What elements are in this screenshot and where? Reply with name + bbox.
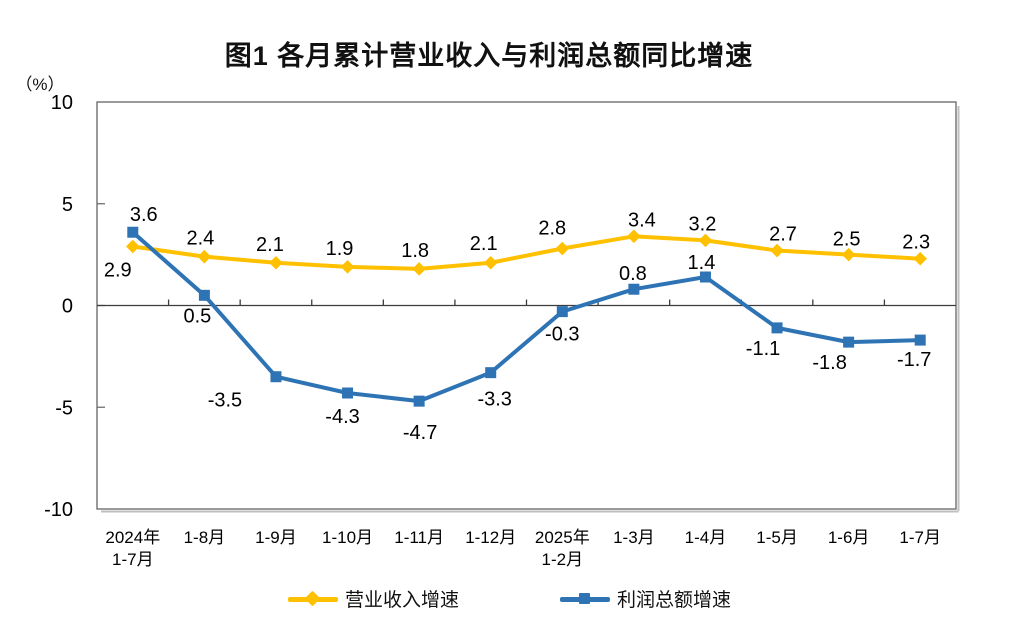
series-line-0 bbox=[130, 234, 923, 271]
data-label: 2.9 bbox=[104, 259, 132, 281]
data-label: 1.9 bbox=[326, 238, 354, 260]
data-point-marker bbox=[269, 255, 283, 270]
data-label: -1.1 bbox=[746, 338, 780, 360]
data-label: 0.8 bbox=[619, 263, 647, 285]
data-point-marker bbox=[843, 336, 855, 348]
data-label: 1.8 bbox=[401, 240, 429, 262]
chart-title: 图1 各月累计营业收入与利润总额同比增速 bbox=[224, 41, 754, 71]
data-label: -3.3 bbox=[477, 389, 511, 411]
data-label: 3.2 bbox=[689, 213, 717, 235]
data-label: -1.7 bbox=[897, 349, 931, 371]
data-point-marker bbox=[198, 289, 210, 301]
data-point-marker bbox=[628, 283, 640, 295]
data-point-marker bbox=[126, 239, 140, 254]
data-label: 3.4 bbox=[628, 209, 656, 231]
x-tick-label: 1-7月 bbox=[899, 528, 941, 547]
data-point-marker bbox=[342, 387, 354, 399]
data-point-marker bbox=[555, 241, 570, 256]
data-label: 2.1 bbox=[470, 233, 498, 255]
y-axis-unit-label: （%） bbox=[15, 75, 65, 94]
y-tick-label: -5 bbox=[55, 397, 73, 419]
data-point-marker bbox=[770, 243, 784, 258]
data-point-marker bbox=[771, 322, 783, 334]
data-point-marker bbox=[270, 371, 282, 383]
data-point-marker bbox=[413, 395, 425, 407]
data-point-marker bbox=[841, 247, 856, 262]
data-point-marker bbox=[627, 229, 641, 244]
data-point-marker bbox=[914, 334, 926, 346]
data-label: -0.3 bbox=[545, 324, 579, 346]
y-tick-label: 5 bbox=[62, 194, 73, 216]
x-tick-label: 1-9月 bbox=[255, 528, 297, 547]
data-point-marker bbox=[698, 233, 713, 248]
data-label: 1.4 bbox=[688, 252, 716, 274]
series-line-1 bbox=[130, 230, 923, 404]
data-label: 2.4 bbox=[186, 228, 214, 250]
x-tick-label: 1-6月 bbox=[828, 528, 870, 547]
x-tick-label: 1-8月 bbox=[184, 528, 226, 547]
x-tick-label: 1-12月 bbox=[465, 528, 516, 547]
data-label: 2.8 bbox=[538, 218, 566, 240]
data-point-marker bbox=[556, 306, 568, 318]
data-point-marker bbox=[412, 262, 426, 276]
x-tick-label: 2024年 1-7月 bbox=[105, 528, 160, 569]
x-tick-label: 1-5月 bbox=[756, 528, 798, 547]
data-point-marker bbox=[197, 249, 212, 264]
x-tick-label: 1-3月 bbox=[613, 528, 655, 547]
data-label: -3.5 bbox=[208, 390, 242, 412]
data-point-marker bbox=[485, 367, 497, 379]
x-tick-label: 2025年 1-2月 bbox=[535, 528, 590, 569]
data-label: -1.8 bbox=[812, 352, 846, 374]
data-point-marker bbox=[699, 271, 711, 283]
data-label: 2.5 bbox=[833, 229, 861, 251]
data-point-marker bbox=[483, 255, 498, 270]
data-point-marker bbox=[127, 226, 139, 238]
data-point-marker bbox=[340, 260, 355, 274]
data-label: -4.3 bbox=[325, 406, 359, 428]
data-label: 2.1 bbox=[256, 234, 284, 256]
data-label: 0.5 bbox=[183, 305, 211, 327]
y-tick-label: 0 bbox=[62, 296, 73, 318]
y-tick-label: -10 bbox=[44, 499, 73, 521]
x-tick-label: 1-10月 bbox=[322, 528, 373, 547]
data-label: 2.7 bbox=[769, 224, 797, 246]
y-tick-label: 10 bbox=[51, 92, 73, 114]
x-tick-label: 1-11月 bbox=[394, 528, 444, 547]
data-label: 2.3 bbox=[902, 232, 930, 254]
data-label: 3.6 bbox=[130, 204, 158, 226]
data-label: -4.7 bbox=[403, 422, 437, 444]
x-tick-label: 1-4月 bbox=[685, 528, 727, 547]
data-point-marker bbox=[913, 251, 927, 266]
